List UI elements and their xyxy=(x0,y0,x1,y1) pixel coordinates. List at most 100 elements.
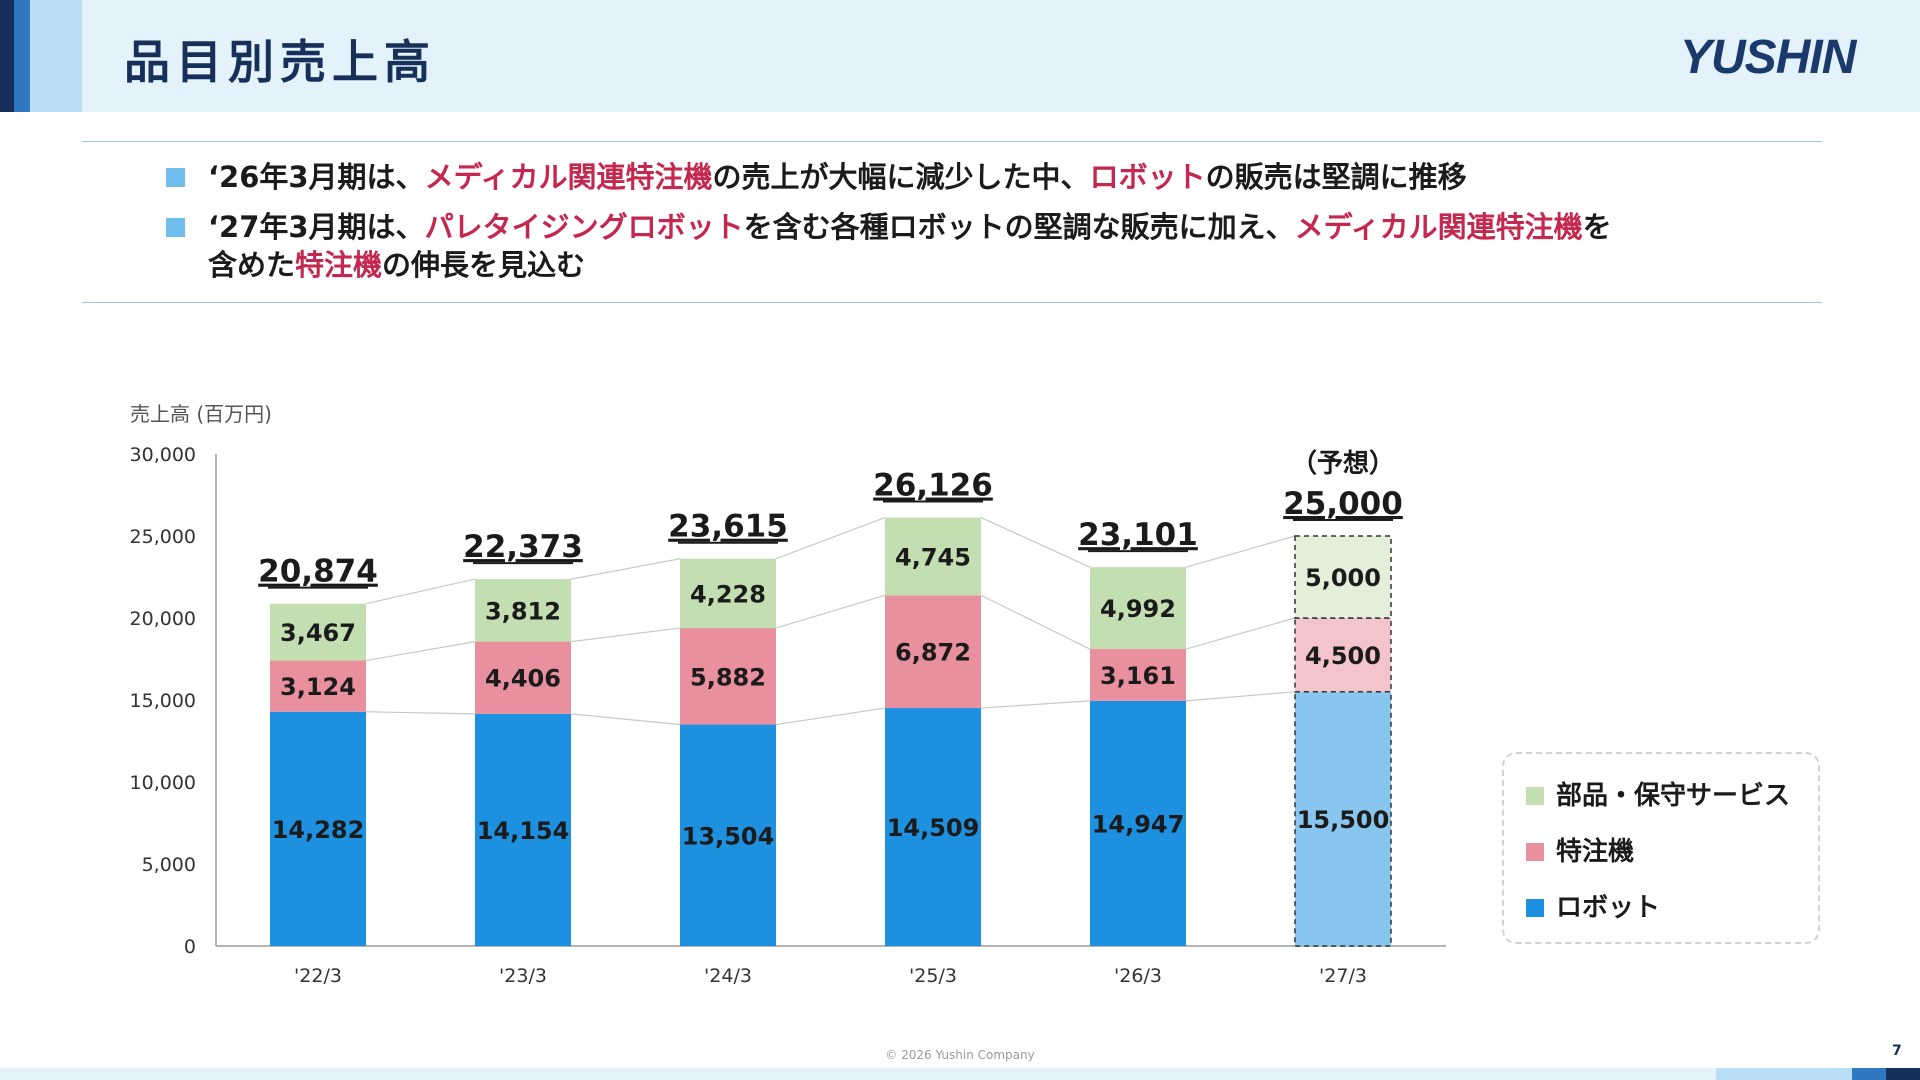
x-tick-label: '22/3 xyxy=(294,965,342,987)
bar-segment-special xyxy=(1090,649,1186,701)
bar-segment-parts xyxy=(270,603,366,661)
bar-value-label-special: 4,500 xyxy=(1305,642,1381,670)
bar-segment-robot xyxy=(680,724,776,946)
bullet-text-2-continued: 含めた特注機の伸長を見込む xyxy=(208,246,585,284)
connector-line xyxy=(980,516,1091,568)
bar-value-label-parts: 4,992 xyxy=(1100,595,1176,623)
connector-line xyxy=(365,578,476,605)
highlighted-phrase: メディカル関連特注機 xyxy=(424,160,713,194)
bar-value-label-parts: 4,745 xyxy=(895,543,971,571)
bar-total-label: 26,126 xyxy=(873,468,993,504)
header-accent-mid xyxy=(14,0,30,112)
footer-accent-mid xyxy=(1852,1068,1886,1080)
connector-line xyxy=(775,516,886,560)
bar-segment-parts xyxy=(475,579,571,642)
connector-line xyxy=(980,594,1091,650)
bar-value-label-robot: 14,947 xyxy=(1092,810,1185,838)
connector-line xyxy=(365,711,476,715)
connector-line xyxy=(775,594,886,629)
company-logo: YUSHIN xyxy=(1680,31,1856,84)
bar-segment-special xyxy=(270,660,366,712)
y-axis-unit-label: 売上高 (百万円) xyxy=(130,402,272,426)
y-tick-label: 25,000 xyxy=(130,526,196,548)
top-divider xyxy=(82,141,1822,142)
bar-segment-parts xyxy=(680,558,776,629)
page-title: 品目別売上高 xyxy=(124,35,436,89)
y-tick-label: 10,000 xyxy=(130,772,196,794)
legend-label-special: 特注機 xyxy=(1556,837,1635,867)
bar-segment-parts xyxy=(1294,535,1392,619)
bullet-text-2: ‘27年3月期は、パレタイジングロボットを含む各種ロボットの堅調な販売に加え、メ… xyxy=(208,208,1612,246)
bar-value-label-robot: 14,282 xyxy=(272,816,365,844)
legend-swatch-special xyxy=(1526,843,1544,861)
y-tick-label: 20,000 xyxy=(130,608,196,630)
bar-segment-robot xyxy=(270,711,366,946)
bar-value-label-parts: 3,467 xyxy=(280,619,356,647)
page-number: 7 xyxy=(1892,1043,1902,1059)
bar-value-label-robot: 13,504 xyxy=(682,822,775,850)
highlighted-phrase: 特注機 xyxy=(295,248,383,282)
bar-value-label-special: 6,872 xyxy=(895,639,971,667)
bar-value-label-special: 4,406 xyxy=(485,665,561,693)
x-tick-label: '24/3 xyxy=(704,965,752,987)
header-accent-light xyxy=(30,0,82,112)
legend-swatch-parts xyxy=(1526,787,1544,805)
connector-line xyxy=(570,713,681,726)
bullet-phrase: を xyxy=(1582,210,1612,244)
x-tick-label: '26/3 xyxy=(1114,965,1162,987)
connector-line xyxy=(570,627,681,643)
bullet-phrase: ‘27年3月期は、 xyxy=(208,210,425,244)
bar-value-label-robot: 15,500 xyxy=(1297,806,1390,834)
highlighted-phrase: メディカル関連特注機 xyxy=(1294,210,1583,244)
footer-accent-light xyxy=(1716,1068,1852,1080)
bullet-phrase: の伸長を見込む xyxy=(382,248,586,282)
bar-segment-special xyxy=(885,595,981,709)
y-tick-label: 30,000 xyxy=(130,444,196,466)
bar-segment-special xyxy=(475,641,571,714)
sales-by-product-chart: 0 5,000 10,000 15,000 20,000 25,000 30,000 '22/… xyxy=(130,444,1446,987)
legend-label-robot: ロボット xyxy=(1556,893,1661,923)
bar-segment-robot xyxy=(1090,700,1186,946)
bullet-phrase: 含めた xyxy=(208,248,296,282)
header-accent-dark xyxy=(0,0,14,112)
legend-label-parts: 部品・保守サービス xyxy=(1556,781,1791,811)
bar-value-label-robot: 14,154 xyxy=(477,817,570,845)
y-tick-label: 0 xyxy=(184,936,196,958)
connector-line xyxy=(775,707,886,726)
bar-segment-robot xyxy=(475,713,571,946)
connector-line xyxy=(980,700,1091,709)
connector-line xyxy=(1185,535,1296,568)
connector-line xyxy=(1185,691,1296,702)
connector-line xyxy=(570,558,681,580)
bar-segment-parts xyxy=(1090,567,1186,650)
chart-legend: 部品・保守サービス 特注機 ロボット xyxy=(1502,752,1820,944)
bar-total-label: 25,000 xyxy=(1283,486,1403,522)
bar-value-label-special: 5,882 xyxy=(690,663,766,691)
footer-accent-dark xyxy=(1886,1068,1920,1080)
y-tick-label: 15,000 xyxy=(130,690,196,712)
x-tick-label: '23/3 xyxy=(499,965,547,987)
highlighted-phrase: ロボット xyxy=(1089,160,1206,194)
bullet-marker-1 xyxy=(166,168,185,187)
bar-segment-parts xyxy=(885,517,981,596)
bullet-phrase: を含む各種ロボットの堅調な販売に加え、 xyxy=(743,210,1295,244)
bar-value-label-special: 3,161 xyxy=(1100,662,1176,690)
bar-segment-robot xyxy=(885,708,981,946)
bar-value-label-special: 3,124 xyxy=(280,673,356,701)
bar-value-label-parts: 3,812 xyxy=(485,597,561,625)
bar-value-label-parts: 5,000 xyxy=(1305,564,1381,592)
bullet-marker-2 xyxy=(166,218,185,237)
connector-line xyxy=(1185,617,1296,650)
x-tick-label: '27/3 xyxy=(1319,965,1367,987)
header-band: 品目別売上高 YUSHIN xyxy=(0,0,1920,112)
bar-segment-special xyxy=(1294,617,1392,693)
bullet-phrase: ‘26年3月期は、 xyxy=(208,160,425,194)
bar-total-label: 20,874 xyxy=(258,554,378,590)
footer-band xyxy=(0,1068,1920,1080)
forecast-note: （予想） xyxy=(1291,449,1395,479)
bar-value-label-robot: 14,509 xyxy=(887,814,980,842)
bullet-phrase: の販売は堅調に推移 xyxy=(1205,160,1467,194)
y-tick-label: 5,000 xyxy=(142,854,196,876)
bottom-divider xyxy=(82,302,1822,303)
bar-value-label-parts: 4,228 xyxy=(690,580,766,608)
